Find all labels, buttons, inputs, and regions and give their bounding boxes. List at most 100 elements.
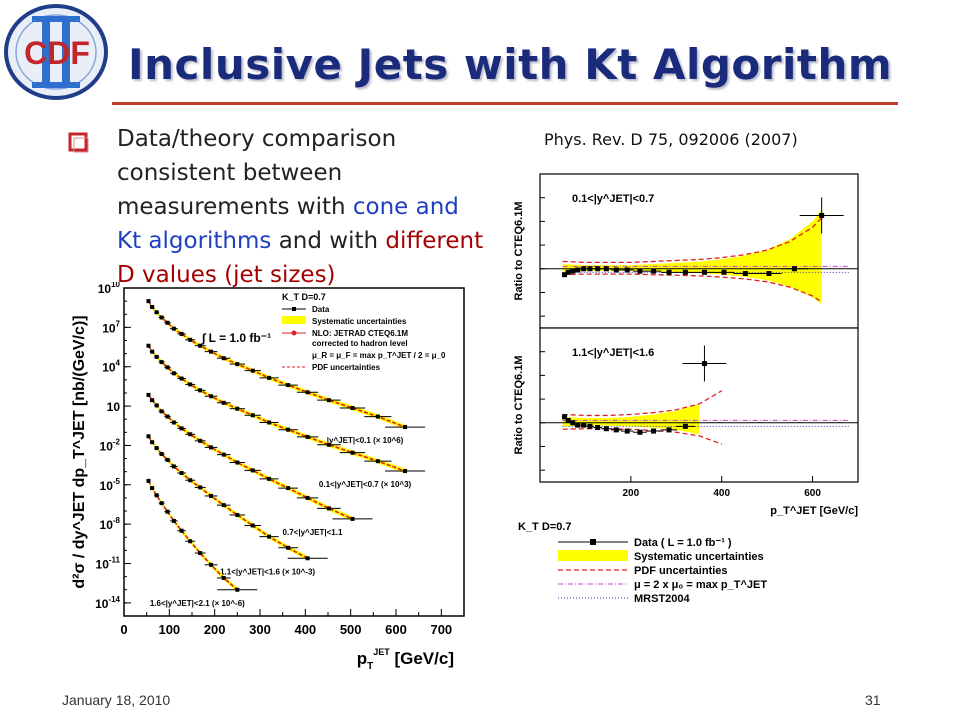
y-tick-base: 10 — [102, 321, 116, 335]
data-point — [171, 326, 176, 331]
data-point — [682, 269, 688, 275]
x-tick-label: 400 — [713, 488, 730, 499]
legend-entry: corrected to hadron level — [312, 339, 408, 348]
data-point — [305, 434, 310, 439]
data-point — [198, 343, 203, 348]
data-point — [575, 267, 581, 273]
data-point — [581, 266, 587, 272]
data-point — [188, 382, 193, 387]
data-point — [375, 414, 380, 419]
data-point — [209, 349, 214, 354]
y-tick-label: 10-14 — [95, 595, 120, 611]
data-point — [350, 406, 355, 411]
data-point — [188, 478, 193, 483]
reference-citation: Phys. Rev. D 75, 092006 (2007) — [544, 130, 798, 149]
data-point — [179, 470, 184, 475]
series-label: 1.1<|y^JET|<1.6 (× 10^-3) — [220, 567, 315, 576]
systematic-band — [148, 479, 238, 593]
y-tick-exp: -14 — [108, 595, 120, 604]
bullet-highlight-red: different D values (jet sizes) — [117, 228, 484, 288]
data-point — [267, 420, 272, 425]
panel-label: 1.1<|y^JET|<1.6 — [572, 347, 654, 359]
data-point — [562, 272, 568, 278]
data-point — [171, 518, 176, 523]
data-point — [221, 400, 226, 405]
data-point — [570, 268, 576, 274]
data-point — [179, 528, 184, 533]
pdf-upper-curve — [562, 217, 823, 264]
data-point — [651, 268, 657, 274]
data-point — [159, 501, 164, 506]
x-tick-label: 200 — [204, 622, 226, 637]
y-axis-label: Ratio to CTEQ6.1M — [513, 201, 525, 300]
data-point — [595, 425, 601, 431]
series-label: 0.7<|y^JET|<1.1 — [283, 528, 343, 537]
data-point — [209, 394, 214, 399]
legend-nlo-point — [291, 330, 297, 336]
legend-band-mark — [558, 550, 628, 561]
data-point — [286, 383, 291, 388]
data-point — [165, 365, 170, 370]
data-point — [150, 440, 155, 445]
data-point — [188, 539, 193, 544]
y-tick-label: 104 — [102, 359, 120, 375]
data-point — [637, 268, 643, 274]
cdf-logo: CDF — [4, 4, 108, 100]
data-point — [146, 343, 151, 348]
y-tick-base: 10 — [95, 597, 109, 611]
x-tick-label: 700 — [430, 622, 452, 637]
y-tick-base: 10 — [102, 361, 116, 375]
data-point — [179, 331, 184, 336]
data-point — [235, 587, 240, 592]
data-point — [171, 464, 176, 469]
legend-entry: PDF uncertainties — [634, 565, 728, 577]
data-point — [701, 269, 707, 275]
data-point — [171, 371, 176, 376]
data-point — [565, 417, 571, 423]
data-point — [159, 315, 164, 320]
data-point — [403, 469, 408, 474]
data-point — [613, 427, 619, 433]
y-tick-label: 10-5 — [100, 477, 121, 493]
data-point — [150, 305, 155, 310]
data-point — [154, 493, 159, 498]
data-point — [791, 266, 797, 272]
legend-entry: NLO: JETRAD CTEQ6.1M — [312, 329, 408, 338]
legend-entry: Systematic uncertainties — [634, 551, 764, 563]
data-point — [146, 299, 151, 304]
x-tick-label: 400 — [294, 622, 316, 637]
data-point — [154, 403, 159, 408]
x-tick-label: 100 — [158, 622, 180, 637]
data-point — [150, 486, 155, 491]
data-point — [375, 459, 380, 464]
data-point — [150, 398, 155, 403]
theory-curve — [147, 345, 406, 472]
bullet-text-part2: and with — [271, 228, 386, 254]
y-tick-base: 10 — [96, 558, 110, 572]
data-point — [350, 516, 355, 521]
data-point — [209, 445, 214, 450]
data-point — [603, 426, 609, 432]
bullet-text: Data/theory comparison consistent betwee… — [117, 122, 487, 292]
x-tick-label: 300 — [249, 622, 271, 637]
pdf-upper-curve — [562, 390, 723, 417]
data-point — [575, 422, 581, 428]
series-label: |y^JET|<0.1 (× 10^6) — [327, 436, 404, 445]
data-point — [267, 476, 272, 481]
data-point — [179, 426, 184, 431]
data-point — [154, 446, 159, 451]
data-point — [159, 360, 164, 365]
data-point — [581, 422, 587, 428]
y-tick-base: 10 — [100, 439, 114, 453]
y-tick-exp: 7 — [116, 319, 121, 328]
data-point — [150, 349, 155, 354]
legend-entry: Systematic uncertainties — [312, 317, 407, 326]
y-axis-label: d²σ / dy^JET dp_T^JET [nb/(GeV/c)] — [71, 315, 88, 588]
panel-label: 0.1<|y^JET|<0.7 — [572, 193, 654, 205]
data-point — [154, 310, 159, 315]
data-point — [267, 375, 272, 380]
series-label: 1.6<|y^JET|<2.1 (× 10^-6) — [150, 599, 245, 608]
data-point — [326, 442, 331, 447]
data-point — [565, 269, 571, 275]
